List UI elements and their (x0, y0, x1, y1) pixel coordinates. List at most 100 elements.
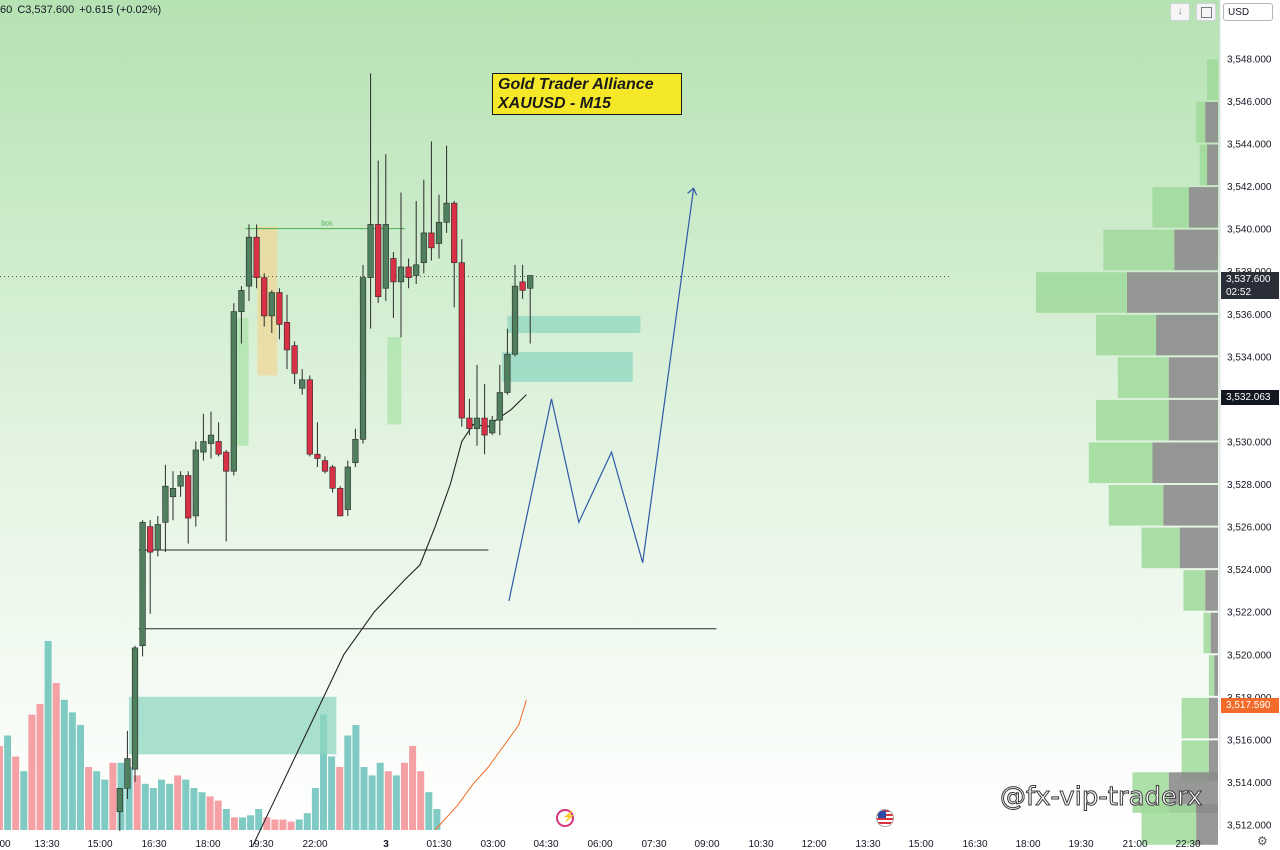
volume-ma-line (434, 699, 527, 831)
time-tick-label: 10:30 (748, 839, 773, 850)
title-line-2: XAUUSD - M15 (498, 95, 611, 112)
volume-bar (125, 767, 133, 830)
profile-bull-bar (1199, 144, 1208, 186)
marker-price-badge: 3,532.063 (1221, 390, 1279, 405)
horizontal-levels: bos (0, 221, 952, 630)
candle-body (321, 460, 329, 472)
time-tick-label: 16:30 (141, 839, 166, 850)
profile-bull-bar (1108, 485, 1164, 526)
ohlc-close: C3,537.600 (17, 4, 75, 16)
ma-price: 3,517.590 (1226, 700, 1271, 711)
time-tick-label: 00 (0, 839, 11, 850)
info-prefix: 60 (0, 4, 13, 16)
profile-bull-bar (1036, 272, 1127, 313)
volume-bar (417, 771, 425, 830)
candle-body (223, 451, 230, 472)
candle-body (230, 311, 237, 472)
profile-bear-bar (1188, 187, 1218, 228)
candle-body (359, 277, 367, 440)
volume-bar (239, 817, 246, 830)
currency-selector[interactable]: USD (1223, 3, 1273, 21)
price-tick-label: 3,522.000 (1227, 608, 1272, 619)
volume-bar (320, 714, 327, 830)
time-tick-label: 12:00 (801, 839, 826, 850)
candle-body (261, 277, 268, 317)
candle-body (147, 526, 154, 553)
profile-bull-bar (1141, 804, 1197, 845)
profile-bull-bar (1208, 655, 1215, 696)
demand-zone (128, 696, 337, 755)
volume-bar (214, 800, 222, 830)
candle-body (131, 647, 139, 770)
volume-bar (174, 775, 182, 830)
volume-bar (360, 767, 368, 830)
candle-body (169, 487, 177, 498)
profile-bull-bar (1088, 442, 1153, 484)
profile-bear-bar (1210, 612, 1218, 654)
profile-bull-bar (1096, 399, 1169, 441)
scroll-down-button[interactable]: ↓ (1170, 3, 1190, 21)
price-tick-label: 3,528.000 (1227, 480, 1272, 491)
candle-body (283, 321, 291, 351)
projection-path (508, 187, 698, 602)
price-change: +0.615 (+0.02%) (79, 4, 162, 16)
volume-bar (0, 746, 3, 830)
time-tick-label: 18:00 (195, 839, 220, 850)
candle-body (215, 441, 222, 455)
candle-body (367, 224, 374, 278)
volume-bar (28, 714, 36, 830)
time-tick-label: 01:30 (426, 839, 451, 850)
lightning-event-icon[interactable]: ⚡ (556, 809, 576, 827)
candle-body (435, 221, 443, 244)
volume-bar (368, 775, 376, 830)
volume-bar (133, 775, 141, 830)
time-tick-label: 03:00 (480, 839, 505, 850)
price-tick-label: 3,530.000 (1227, 437, 1272, 448)
volume-bar (222, 809, 230, 830)
settings-gear-icon[interactable]: ⚙ (1257, 834, 1268, 848)
profile-bear-bar (1174, 229, 1218, 271)
us-flag-event-icon[interactable] (876, 809, 894, 827)
currency-label: USD (1228, 7, 1250, 18)
volume-bar (85, 767, 93, 830)
candle-body (344, 466, 351, 510)
chart-title-box: Gold Trader Alliance XAUUSD - M15 (492, 73, 682, 115)
time-tick-label: 04:30 (533, 839, 558, 850)
candle-body (458, 262, 465, 419)
candle-body (405, 266, 412, 278)
volume-bar (271, 819, 279, 830)
current-price: 3,537.600 (1226, 274, 1271, 285)
volume-bar (303, 813, 311, 830)
candle-body (329, 466, 336, 489)
time-tick-label: 09:00 (694, 839, 719, 850)
current-price-badge: 3,537.600 02:52 (1221, 272, 1279, 299)
volume-bar (392, 775, 400, 830)
candle-body (200, 441, 207, 453)
volume-bar (93, 771, 101, 830)
candle-body (390, 258, 397, 283)
volume-bar (401, 762, 408, 830)
square-icon (1200, 7, 1212, 18)
candle-body (116, 788, 123, 813)
volume-bar (77, 725, 84, 830)
volume-bar (255, 809, 263, 830)
symbol-info: 60 C3,537.600 +0.615 (+0.02%) (0, 4, 163, 16)
time-tick-label: 3 (383, 839, 389, 850)
profile-bull-bar (1103, 229, 1175, 271)
candle-body (397, 266, 405, 283)
price-tick-label: 3,520.000 (1227, 650, 1272, 661)
volume-bar (263, 817, 271, 830)
profile-bear-bar (1163, 485, 1218, 526)
price-tick-label: 3,546.000 (1227, 97, 1272, 108)
demand-zone (507, 315, 641, 333)
volume-bar (36, 704, 44, 830)
volume-bar (311, 788, 319, 830)
candle-body (489, 419, 496, 434)
profile-bear-bar (1208, 697, 1218, 739)
settings-button[interactable] (1196, 3, 1216, 21)
watermark: @fx-vip-traderx (999, 782, 1203, 813)
candle-body (466, 417, 473, 429)
title-line-1: Gold Trader Alliance (498, 76, 654, 93)
candles (116, 73, 534, 831)
